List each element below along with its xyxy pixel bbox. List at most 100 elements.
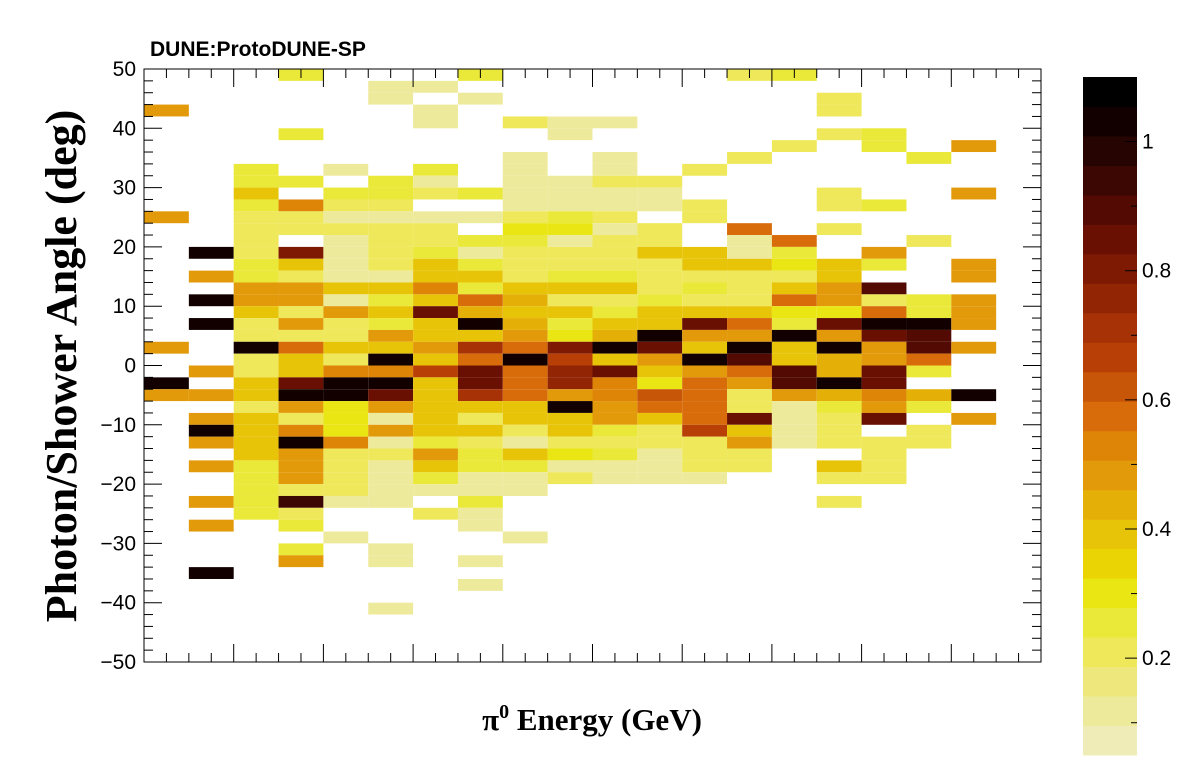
y-axis-ticks bbox=[144, 68, 1041, 663]
heatmap-cell bbox=[861, 246, 907, 259]
heatmap-cells bbox=[144, 69, 997, 615]
heatmap-cell bbox=[951, 294, 997, 307]
heatmap-cell bbox=[861, 294, 907, 307]
heatmap-cell bbox=[323, 211, 369, 224]
heatmap-cell bbox=[682, 294, 728, 307]
heatmap-cell bbox=[771, 341, 817, 354]
heatmap-cell bbox=[592, 448, 638, 461]
color-scale-segment bbox=[1083, 430, 1137, 461]
heatmap-cell bbox=[906, 401, 952, 413]
heatmap-cell bbox=[771, 377, 817, 390]
heatmap-cell bbox=[727, 152, 772, 164]
color-scale-segment bbox=[1083, 666, 1137, 697]
y-tick-label: 30 bbox=[113, 177, 136, 200]
heatmap-cell bbox=[188, 412, 234, 425]
heatmap-cell bbox=[368, 199, 414, 212]
heatmap-cell bbox=[637, 294, 683, 307]
heatmap-cell bbox=[771, 412, 817, 425]
heatmap-cell bbox=[413, 294, 458, 307]
heatmap-cell bbox=[547, 187, 593, 200]
heatmap-cell bbox=[457, 294, 503, 307]
y-tick-label: −50 bbox=[100, 651, 136, 674]
heatmap-cell bbox=[413, 116, 458, 129]
heatmap-cell bbox=[816, 282, 862, 295]
heatmap-cell bbox=[906, 152, 952, 164]
heatmap-cell bbox=[233, 436, 279, 449]
heatmap-cell bbox=[413, 436, 458, 449]
heatmap-cell bbox=[951, 270, 997, 283]
heatmap-cell bbox=[502, 246, 548, 259]
heatmap-cell bbox=[816, 412, 862, 425]
heatmap-cell bbox=[457, 329, 503, 342]
color-scale-tick-labels: 1 0.8 0.6 0.4 0.2 bbox=[1142, 131, 1172, 671]
heatmap-cell bbox=[816, 318, 862, 330]
heatmap-cell bbox=[637, 448, 683, 461]
heatmap-cell bbox=[592, 211, 638, 224]
color-scale-bar bbox=[1083, 77, 1137, 756]
heatmap-cell bbox=[771, 389, 817, 402]
heatmap-cell bbox=[502, 306, 548, 319]
heatmap-cell bbox=[323, 258, 369, 271]
heatmap-cell bbox=[323, 460, 369, 473]
heatmap-cell bbox=[727, 448, 772, 461]
heatmap-cell bbox=[413, 163, 458, 176]
heatmap-cell bbox=[682, 424, 728, 437]
heatmap-cell bbox=[413, 448, 458, 461]
heatmap-cell bbox=[368, 187, 414, 200]
heatmap-cell bbox=[188, 460, 234, 473]
heatmap-cell bbox=[233, 495, 279, 508]
heatmap-cell bbox=[637, 460, 683, 473]
color-scale-segment bbox=[1083, 165, 1137, 196]
heatmap-cell bbox=[457, 235, 503, 247]
heatmap-cell bbox=[278, 365, 324, 378]
heatmap-cell bbox=[233, 246, 279, 259]
heatmap-cell bbox=[682, 472, 728, 485]
heatmap-cell bbox=[906, 294, 952, 307]
heatmap-cell bbox=[413, 246, 458, 259]
heatmap-cell bbox=[547, 318, 593, 330]
heatmap-cell bbox=[323, 294, 369, 307]
heatmap-cell bbox=[682, 353, 728, 366]
heatmap-cell bbox=[727, 424, 772, 437]
heatmap-cell bbox=[278, 377, 324, 390]
heatmap-cell bbox=[861, 377, 907, 390]
heatmap-cell bbox=[592, 282, 638, 295]
heatmap-cell bbox=[906, 436, 952, 449]
heatmap-cell bbox=[233, 258, 279, 271]
heatmap-cell bbox=[592, 460, 638, 473]
heatmap-cell bbox=[727, 282, 772, 295]
heatmap-cell bbox=[233, 424, 279, 437]
color-scale-segment bbox=[1083, 460, 1137, 491]
heatmap-cell bbox=[682, 270, 728, 283]
heatmap-cell bbox=[592, 353, 638, 366]
heatmap-cell bbox=[413, 235, 458, 247]
x-axis-title-pi: π bbox=[482, 702, 499, 737]
color-scale-segment bbox=[1083, 607, 1137, 638]
heatmap-cell bbox=[682, 306, 728, 319]
heatmap-cell bbox=[502, 484, 548, 496]
heatmap-cell bbox=[278, 318, 324, 330]
heatmap-cell bbox=[592, 223, 638, 236]
heatmap-cell bbox=[233, 412, 279, 425]
heatmap-cell bbox=[368, 92, 414, 105]
heatmap-cell bbox=[727, 460, 772, 473]
heatmap-cell bbox=[413, 412, 458, 425]
heatmap-cell bbox=[413, 377, 458, 390]
heatmap-cell bbox=[502, 412, 548, 425]
heatmap-cell bbox=[502, 282, 548, 295]
heatmap-cell bbox=[816, 495, 862, 508]
heatmap-cell bbox=[188, 389, 234, 402]
heatmap-cell bbox=[278, 306, 324, 319]
x-axis-ticks bbox=[143, 69, 1042, 662]
heatmap-cell bbox=[861, 460, 907, 473]
heatmap-cell bbox=[323, 436, 369, 449]
heatmap-cell bbox=[368, 318, 414, 330]
heatmap-cell bbox=[771, 365, 817, 378]
heatmap-cell bbox=[547, 128, 593, 141]
heatmap-cell bbox=[457, 436, 503, 449]
x-axis-title: π0 Energy (GeV) bbox=[482, 701, 702, 737]
heatmap-cell bbox=[502, 377, 548, 390]
heatmap-cell bbox=[816, 270, 862, 283]
heatmap-cell bbox=[637, 401, 683, 413]
